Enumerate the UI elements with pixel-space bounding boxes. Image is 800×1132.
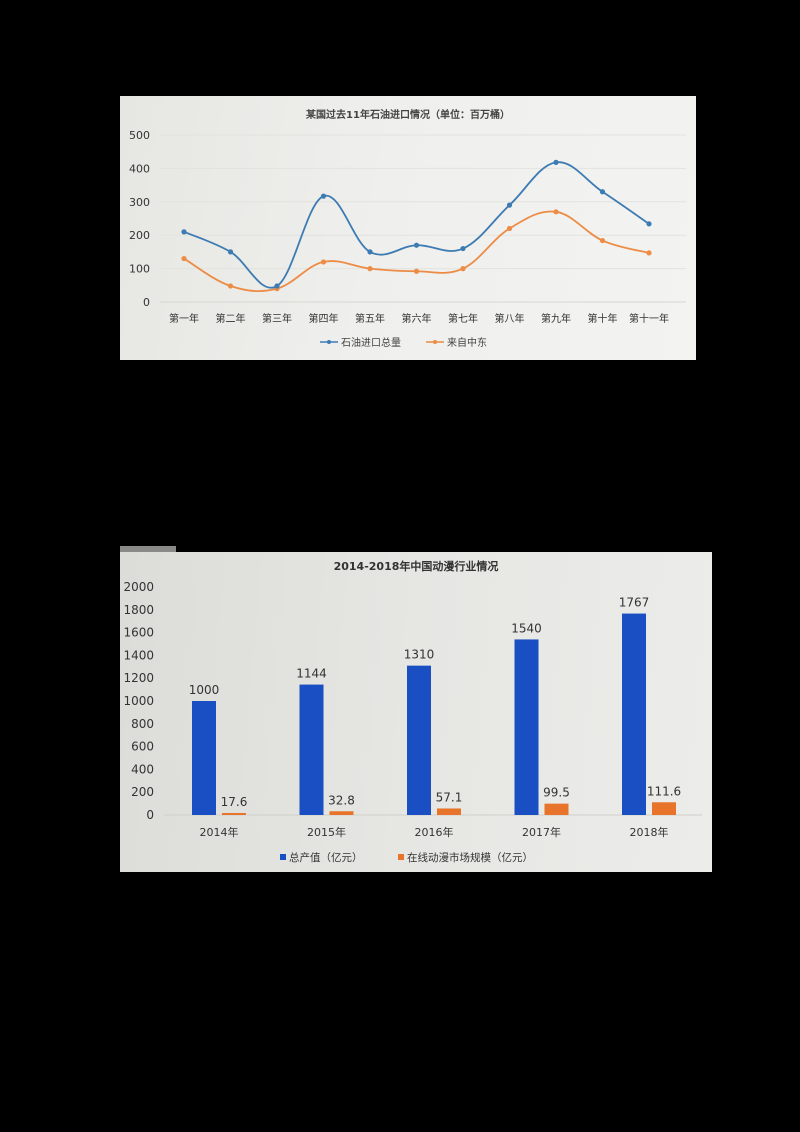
y-tick-label: 200 [129, 229, 150, 242]
y-tick-label: 800 [131, 717, 154, 731]
y-tick-label: 1800 [123, 603, 154, 617]
legend-marker-icon [433, 340, 437, 344]
data-point [227, 249, 234, 255]
y-tick-label: 500 [129, 129, 150, 142]
data-label: 111.6 [647, 784, 681, 798]
data-point [646, 221, 652, 227]
legend-swatch-icon [280, 854, 286, 860]
photo-artifact [120, 546, 176, 552]
data-label: 1000 [189, 683, 220, 697]
data-point [227, 283, 234, 289]
data-point [413, 242, 420, 248]
y-tick-label: 300 [129, 196, 150, 209]
bar [514, 639, 539, 815]
data-label: 1144 [296, 667, 327, 681]
data-point [320, 193, 327, 199]
bar [299, 684, 324, 815]
data-point [506, 202, 513, 208]
data-point [553, 209, 559, 215]
bar [437, 808, 461, 815]
data-label: 32.8 [328, 793, 355, 807]
legend-label: 在线动漫市场规模（亿元） [407, 851, 533, 864]
data-point [413, 268, 420, 274]
y-tick-label: 1200 [123, 671, 154, 685]
data-point [320, 259, 327, 265]
data-point [460, 266, 466, 272]
x-tick-label: 第九年 [541, 312, 571, 325]
y-tick-label: 1400 [123, 648, 154, 662]
x-tick-label: 第三年 [262, 312, 292, 325]
data-point [553, 159, 559, 165]
chart-title: 2014-2018年中国动漫行业情况 [334, 559, 499, 573]
x-tick-label: 第七年 [448, 312, 478, 325]
bar [329, 811, 354, 815]
data-point [367, 266, 373, 272]
data-point [274, 283, 280, 289]
oil-import-line-chart: 某国过去11年石油进口情况（单位：百万桶） 0 100 200 300 400 500 第一年… [120, 96, 696, 360]
bar [652, 802, 676, 815]
data-point [646, 250, 652, 256]
y-tick-label: 1600 [123, 626, 154, 640]
x-tick-label: 第四年 [309, 312, 339, 325]
series-line [183, 210, 650, 293]
x-tick-label: 2015年 [307, 825, 346, 839]
legend-marker-icon [327, 340, 331, 344]
x-tick-label: 第十一年 [629, 312, 669, 325]
data-point [506, 225, 513, 232]
x-tick-label: 第一年 [169, 312, 199, 325]
anime-industry-bar-chart: 2014-2018年中国动漫行业情况 0 200 400 600 800 1000 1200 1… [120, 552, 712, 872]
legend-label: 来自中东 [447, 336, 487, 349]
data-point [460, 245, 466, 252]
legend-label: 总产值（亿元） [289, 851, 363, 864]
data-label: 17.6 [221, 795, 248, 809]
y-tick-label: 0 [146, 808, 154, 822]
x-tick-label: 2014年 [200, 825, 239, 839]
data-label: 1310 [404, 648, 435, 662]
data-point [599, 189, 606, 195]
x-tick-label: 2017年 [522, 825, 561, 839]
data-point [367, 249, 373, 255]
data-label: 99.5 [543, 786, 570, 800]
bar [407, 665, 431, 815]
y-tick-label: 400 [131, 762, 154, 776]
bar-chart-canvas: 2014-2018年中国动漫行业情况 0 200 400 600 800 1000 1200 1… [123, 559, 702, 864]
bar [222, 812, 246, 815]
data-label: 57.1 [436, 790, 463, 804]
y-tick-label: 100 [129, 263, 150, 276]
line-chart-canvas: 某国过去11年石油进口情况（单位：百万桶） 0 100 200 300 400 500 第一年… [129, 108, 686, 349]
data-label: 1540 [511, 621, 542, 635]
data-point [181, 255, 187, 262]
series-line [183, 161, 650, 289]
x-tick-label: 第五年 [355, 312, 385, 325]
y-tick-label: 200 [131, 785, 154, 799]
y-tick-label: 0 [143, 296, 150, 309]
x-tick-label: 2016年 [415, 825, 454, 839]
y-tick-label: 600 [131, 740, 154, 754]
legend-label: 石油进口总量 [341, 336, 401, 349]
data-point [181, 229, 187, 235]
x-tick-label: 第八年 [495, 312, 525, 325]
y-tick-label: 1000 [123, 694, 154, 708]
x-tick-label: 第六年 [402, 312, 432, 325]
x-tick-label: 第二年 [216, 312, 246, 325]
bar [622, 613, 646, 815]
y-tick-label: 2000 [123, 580, 154, 594]
x-tick-label: 第十年 [588, 312, 618, 325]
bar [192, 701, 216, 815]
x-tick-label: 2018年 [630, 825, 669, 839]
data-label: 1767 [619, 596, 650, 610]
bar [544, 803, 569, 815]
y-tick-label: 400 [129, 162, 150, 175]
legend-swatch-icon [398, 854, 404, 860]
chart-title: 某国过去11年石油进口情况（单位：百万桶） [306, 108, 510, 121]
data-point [599, 237, 606, 244]
